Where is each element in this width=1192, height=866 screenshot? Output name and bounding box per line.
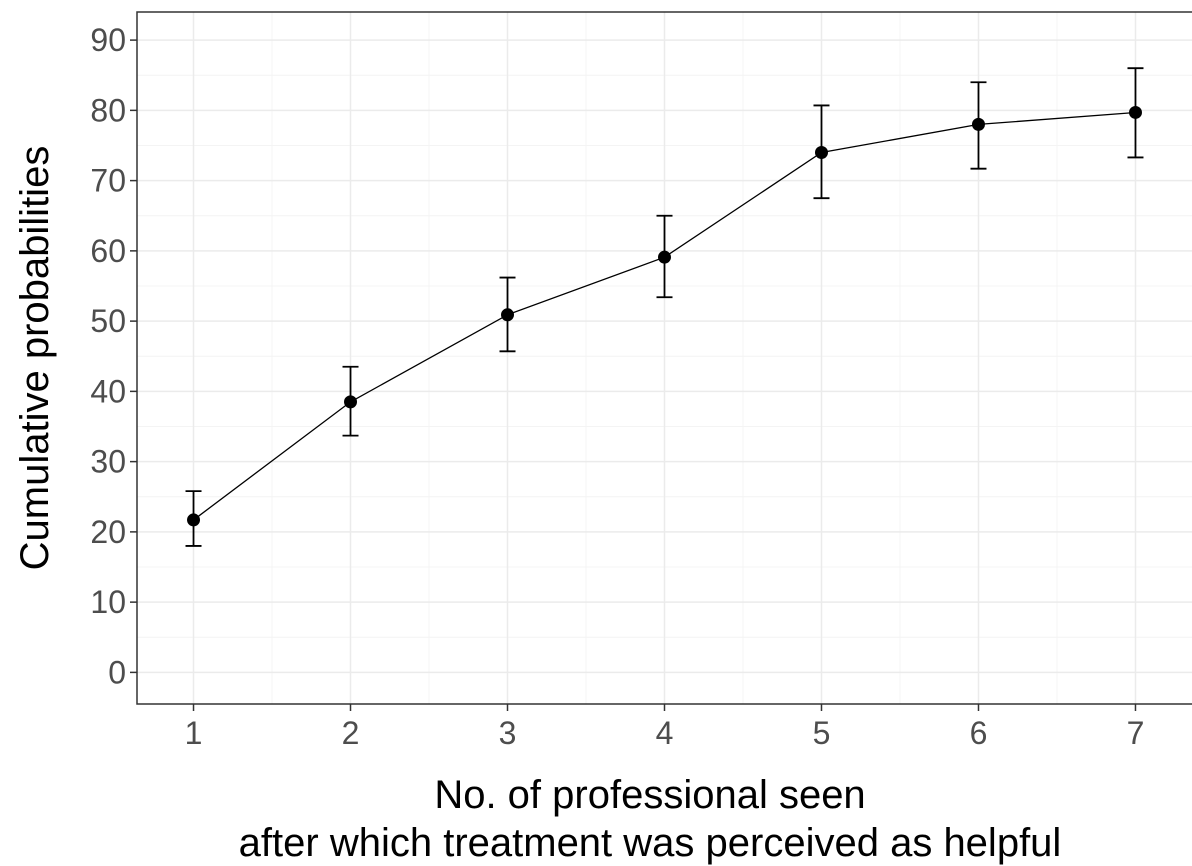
y-axis-ticks: 0 10 20 30 40 50 60 70 80 90 — [90, 22, 137, 690]
data-point — [501, 308, 515, 322]
data-point — [658, 250, 671, 264]
y-tick-label: 70 — [90, 163, 126, 199]
y-tick-label: 90 — [90, 22, 126, 58]
data-point — [187, 513, 201, 527]
x-tick-label: 7 — [1127, 715, 1145, 751]
panel-border — [136, 11, 1192, 705]
y-tick-label: 40 — [90, 373, 126, 409]
y-tick-label: 10 — [90, 584, 126, 620]
data-point — [814, 146, 828, 160]
y-tick-label: 80 — [90, 92, 126, 128]
data-point — [1128, 105, 1142, 119]
grid-lines — [137, 12, 1192, 704]
x-tick-label: 5 — [813, 715, 831, 751]
data-point — [971, 117, 985, 131]
series — [185, 67, 1144, 547]
y-axis-title: Cumulative probabilities — [13, 146, 57, 571]
y-tick-label: 30 — [90, 444, 126, 480]
x-tick-label: 3 — [499, 715, 517, 751]
y-tick-label: 50 — [90, 303, 126, 339]
x-tick-label: 6 — [970, 715, 988, 751]
x-tick-label: 1 — [185, 715, 203, 751]
x-tick-label: 4 — [656, 715, 674, 751]
y-tick-label: 20 — [90, 514, 126, 550]
y-tick-label: 60 — [90, 233, 126, 269]
x-axis-ticks: 1 2 3 4 5 6 7 — [185, 704, 1145, 751]
x-tick-label: 2 — [342, 715, 360, 751]
x-axis-title-line-2: after which treatment was perceived as h… — [239, 821, 1062, 865]
data-point — [344, 395, 358, 409]
x-axis-title-line-1: No. of professional seen — [434, 773, 865, 817]
y-tick-label: 0 — [108, 654, 126, 690]
